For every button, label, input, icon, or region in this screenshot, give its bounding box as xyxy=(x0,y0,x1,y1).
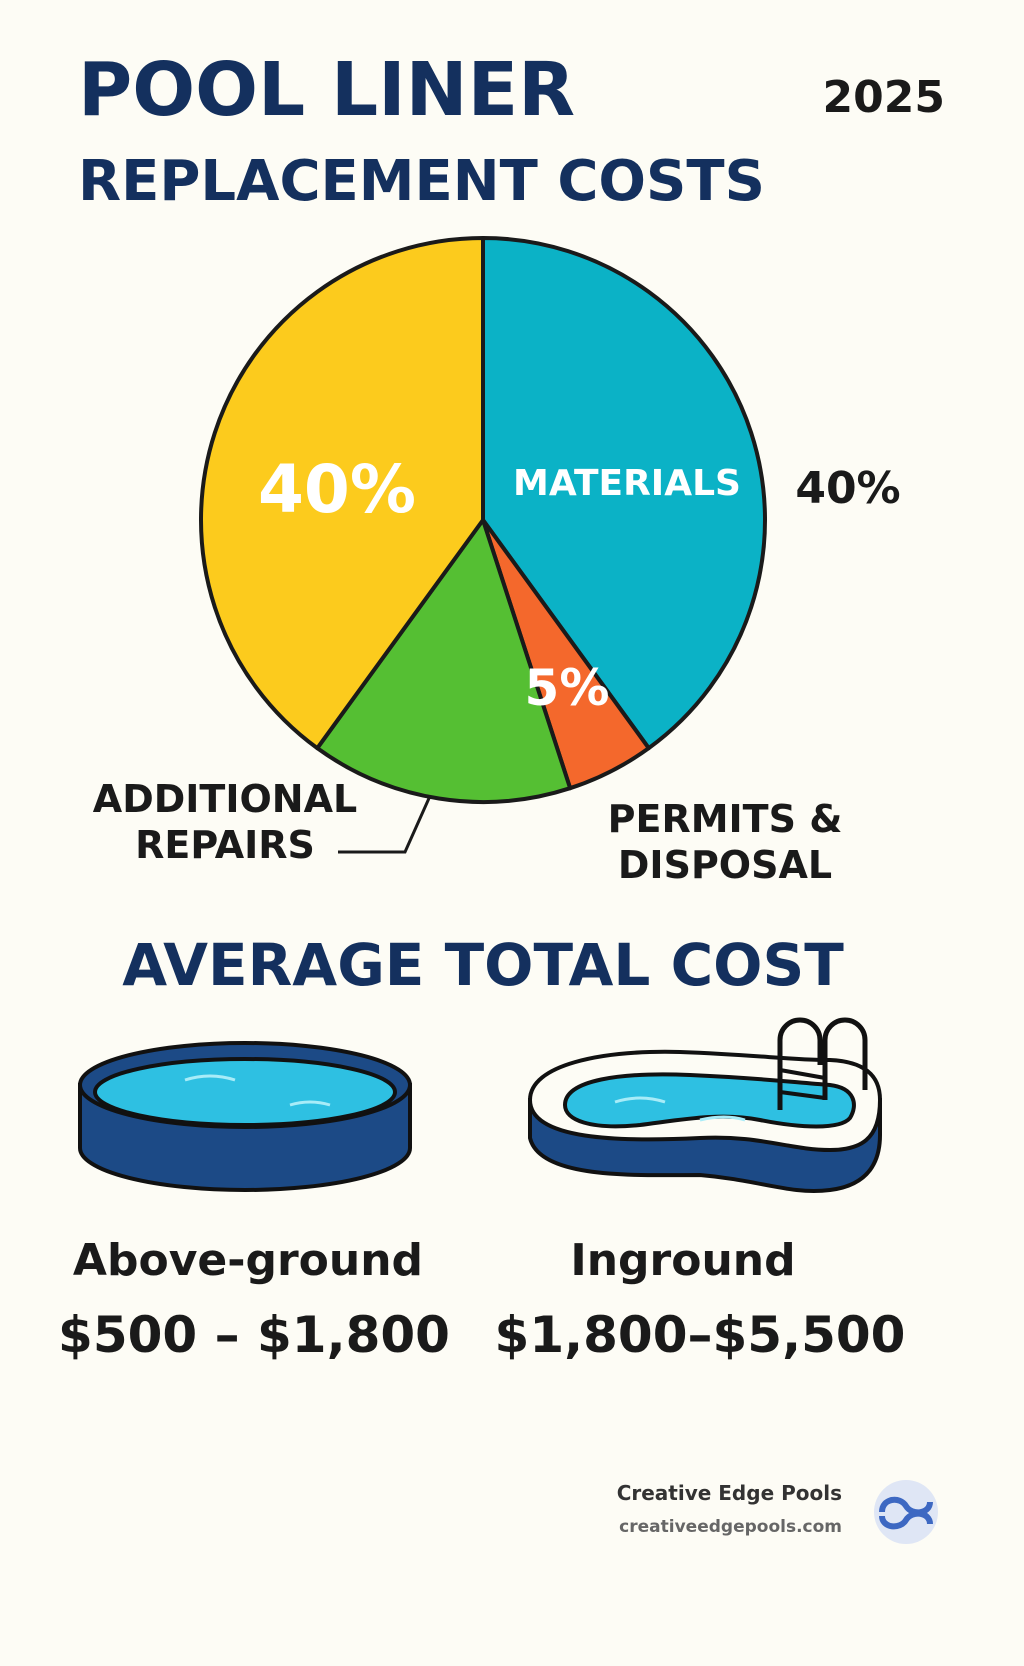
pie-slice xyxy=(481,236,767,751)
category-label: MATERIALS xyxy=(513,463,741,504)
section-title: AVERAGE TOTAL COST xyxy=(122,931,844,999)
pie-slice xyxy=(315,518,573,804)
value-label: 5% xyxy=(525,659,610,717)
pie-slice xyxy=(199,236,485,751)
value-label: 40% xyxy=(795,463,900,514)
subtitle: REPLACEMENT COSTS xyxy=(78,149,765,214)
pool-type-label: Above-ground xyxy=(73,1235,423,1286)
pool-type-label: Inground xyxy=(570,1235,795,1286)
title: POOL LINER xyxy=(78,47,575,133)
price-range: $1,800–$5,500 xyxy=(495,1306,906,1364)
year: 2025 xyxy=(823,72,945,123)
price-range: $500 – $1,800 xyxy=(58,1306,450,1364)
above-ground-pool-icon xyxy=(78,1041,412,1192)
value-label: 40% xyxy=(258,451,416,528)
url: creativeedgepools.com xyxy=(619,1517,842,1537)
pie xyxy=(199,236,767,804)
category-label: PERMITS & DISPOSAL xyxy=(607,797,843,887)
leader-line xyxy=(338,795,432,854)
brand: Creative Edge Pools xyxy=(617,1481,842,1505)
inground-pool-icon xyxy=(527,1017,883,1193)
category-label: ADDITIONAL REPAIRS xyxy=(92,777,358,867)
logo xyxy=(874,1480,938,1544)
